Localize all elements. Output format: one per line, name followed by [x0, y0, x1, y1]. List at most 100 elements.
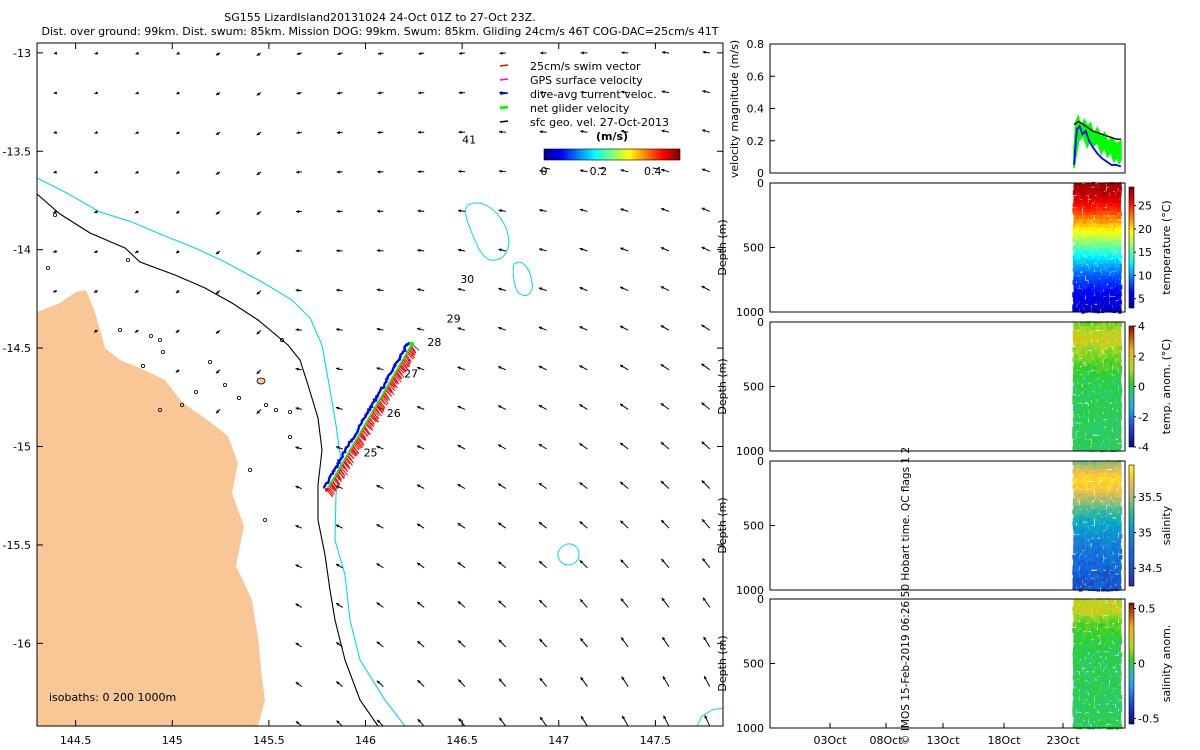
section-cell [1114, 615, 1119, 621]
section-cell [1079, 647, 1084, 653]
section-cell [1103, 438, 1107, 444]
velocity-arrow [175, 369, 180, 373]
section-cell [1105, 223, 1110, 229]
section-cell [1084, 719, 1089, 725]
section-cell [1079, 570, 1083, 576]
swim-vector [378, 400, 385, 411]
section-cell [1091, 586, 1095, 592]
section-cell [1114, 373, 1119, 379]
isobath-1000m-seamount-2 [512, 261, 533, 296]
section-cell [1082, 513, 1086, 518]
section-cell [1109, 724, 1114, 730]
section-cell [1094, 439, 1098, 445]
map-frame [36, 42, 724, 727]
section-cell [1112, 308, 1117, 314]
section-cell [1087, 247, 1092, 252]
section-cell [1075, 666, 1080, 672]
section-cell [1105, 610, 1110, 615]
section-cell [1111, 565, 1115, 571]
section-cell [1075, 383, 1080, 389]
section-cell [1111, 627, 1116, 633]
section-cell [1112, 512, 1117, 518]
section-cell [1078, 246, 1083, 252]
section-cell [1078, 334, 1083, 340]
section-cell [1106, 251, 1110, 256]
section-cell [1091, 538, 1095, 544]
velocity-arrow [295, 603, 303, 608]
velocity-arrow [498, 287, 506, 292]
section-cell [1072, 210, 1077, 216]
section-cell [1094, 198, 1099, 204]
section-cell [1075, 377, 1080, 383]
section-cell [1112, 325, 1116, 331]
velocity-arrow [498, 678, 507, 687]
section-cell [1115, 303, 1120, 309]
section-cell [1112, 574, 1117, 579]
section-cell [1102, 684, 1107, 690]
section-cell [1112, 478, 1116, 483]
section-cell [1084, 264, 1089, 270]
swim-vector [364, 423, 373, 431]
section-cell [1105, 509, 1110, 515]
section-cell [1072, 481, 1077, 487]
swim-vector [361, 428, 368, 437]
section-cell [1076, 435, 1080, 441]
section-cell [1112, 541, 1117, 547]
section-colorbar-label: 35.5 [1138, 491, 1163, 504]
section-cell [1117, 644, 1122, 649]
section-cell [1108, 639, 1112, 644]
section-cell [1085, 473, 1089, 479]
section-cell [1111, 353, 1116, 359]
section-cell [1073, 465, 1078, 471]
section-cell [1072, 570, 1076, 576]
velocity-arrow [701, 207, 710, 212]
section-cell [1085, 211, 1089, 217]
section-cell [1076, 644, 1081, 649]
velocity-arrow [335, 328, 343, 332]
section-cell [1111, 280, 1116, 286]
section-cell [1099, 411, 1103, 417]
velocity-arrow [376, 209, 384, 213]
section-cell [1106, 239, 1110, 245]
section-cell [1111, 357, 1116, 363]
section-cell [1076, 534, 1080, 540]
section-cell [1087, 679, 1092, 685]
velocity-arrow [376, 680, 384, 687]
section-cell [1091, 341, 1096, 347]
section-cell [1097, 493, 1102, 499]
section-cell [1088, 670, 1093, 676]
section-cell [1081, 714, 1086, 720]
section-cell [1099, 723, 1104, 728]
section-cell [1096, 242, 1101, 248]
section-cell [1108, 443, 1113, 449]
section-cell [1096, 429, 1101, 435]
section-cell [1093, 561, 1098, 567]
section-cell [1117, 260, 1122, 266]
velocity-arrow [215, 92, 221, 96]
section-cell [1106, 586, 1110, 592]
section-cell [1094, 674, 1098, 680]
section-cell [1078, 663, 1083, 669]
section-cell [1093, 202, 1098, 208]
velocity-arrow [336, 209, 343, 213]
section-cell [1076, 481, 1081, 487]
velocity-arrow [295, 485, 302, 490]
section-cell [1093, 370, 1098, 376]
section-cell [1085, 695, 1089, 700]
section-cell [1103, 386, 1108, 392]
section-cell [1088, 719, 1093, 725]
section-cell [1099, 545, 1103, 551]
section-colorbar [1128, 602, 1135, 725]
section-cell [1091, 562, 1095, 568]
section-cell [1117, 686, 1122, 692]
section-cell [1081, 330, 1086, 336]
legend-label: sfc geo. vel. 27-Oct-2013 [530, 116, 669, 129]
section-cell [1072, 622, 1077, 628]
section-cell [1073, 513, 1078, 519]
section-cell [1087, 541, 1091, 547]
section-cell [1094, 639, 1099, 645]
section-cell [1103, 379, 1107, 384]
velocity-arrow [416, 366, 425, 371]
section-cell [1072, 577, 1077, 583]
